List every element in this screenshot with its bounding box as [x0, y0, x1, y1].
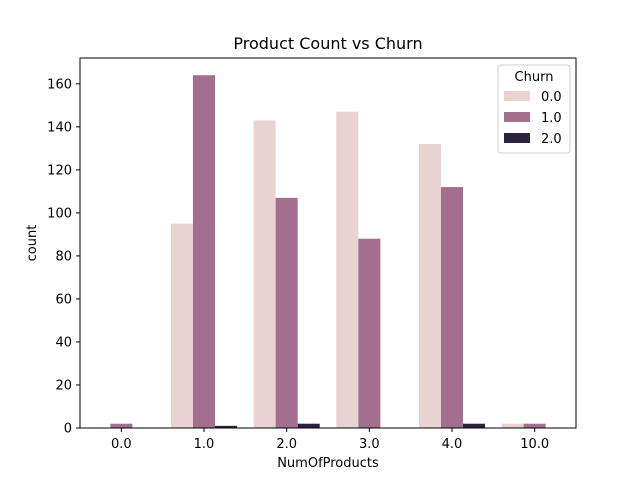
legend-swatch-2.0: [504, 133, 530, 143]
legend-label-0.0: 0.0: [541, 90, 562, 105]
x-axis: 0.0 1.0 2.0 3.0 4.0 10.0: [111, 428, 549, 452]
bars-group: [110, 75, 546, 429]
x-tick-label: 0.0: [111, 437, 132, 452]
bar-2.0-churn-2.0: [297, 423, 320, 428]
plot-frame: [79, 57, 577, 429]
bar-2.0-churn-0.0: [253, 120, 276, 428]
y-tick-label: 20: [55, 378, 72, 393]
y-tick-label: 80: [55, 249, 72, 264]
bar-1.0-churn-0.0: [170, 223, 193, 428]
bar-1.0-churn-1.0: [192, 75, 216, 429]
bar-2.0-churn-1.0: [275, 197, 298, 428]
x-tick-label: 3.0: [359, 437, 380, 452]
y-axis-label: count: [25, 225, 40, 262]
legend-swatch-0.0: [504, 91, 530, 101]
bar-4.0-churn-2.0: [463, 423, 486, 428]
bar-0.0-churn-1.0: [110, 423, 133, 428]
bar-1.0-churn-2.0: [215, 425, 238, 428]
y-tick-label: 60: [55, 292, 72, 307]
legend-label-1.0: 1.0: [541, 111, 562, 126]
bar-3.0-churn-1.0: [358, 238, 381, 428]
bar-3.0-churn-0.0: [336, 111, 359, 428]
x-tick-label: 2.0: [276, 437, 297, 452]
legend-swatch-1.0: [504, 112, 530, 122]
y-tick-label: 40: [55, 335, 72, 350]
legend-label-2.0: 2.0: [541, 132, 562, 147]
legend-box: [497, 64, 571, 154]
y-axis: 0 20 40 60 80 100 120 140 160: [47, 77, 80, 437]
y-tick-label: 160: [47, 77, 72, 92]
x-axis-label: NumOfProducts: [277, 456, 379, 471]
chart-title: Product Count vs Churn: [233, 34, 422, 53]
legend: Churn 0.0 1.0 2.0: [497, 64, 571, 154]
x-tick-label: 1.0: [194, 437, 215, 452]
x-tick-label: 10.0: [520, 437, 549, 452]
bar-10.0-churn-1.0: [523, 423, 546, 428]
y-tick-label: 120: [47, 163, 72, 178]
bar-4.0-churn-0.0: [418, 144, 441, 429]
y-tick-label: 0: [64, 422, 72, 437]
y-tick-label: 100: [47, 206, 72, 221]
bar-10.0-churn-0.0: [501, 423, 524, 428]
y-tick-label: 140: [47, 120, 72, 135]
bar-4.0-churn-1.0: [440, 187, 464, 428]
x-tick-label: 4.0: [442, 437, 463, 452]
legend-title: Churn: [515, 70, 554, 85]
